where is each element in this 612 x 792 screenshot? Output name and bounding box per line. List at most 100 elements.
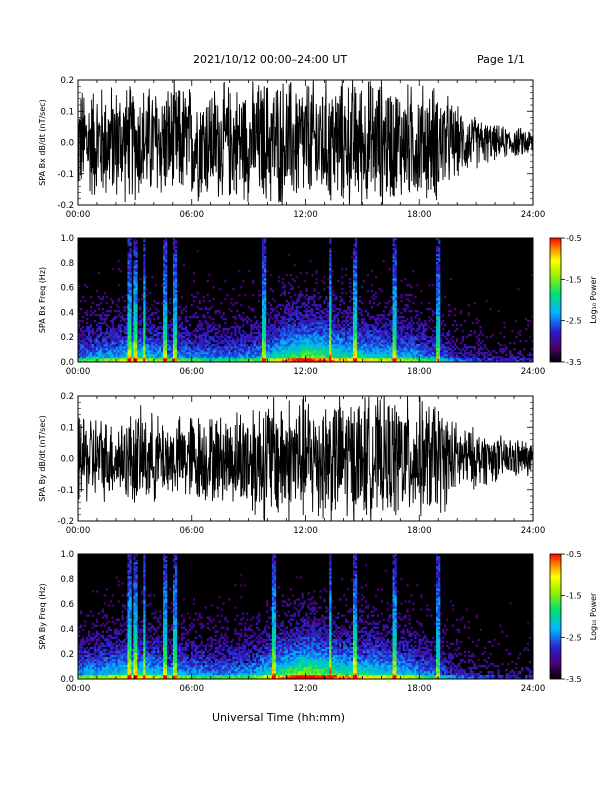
heatmap-cell (347, 306, 350, 309)
heatmap-cell (309, 314, 312, 317)
heatmap-cell (420, 322, 423, 325)
heatmap-cell (271, 330, 275, 333)
heatmap-cell (453, 342, 457, 345)
heatmap-cell (252, 310, 255, 313)
heatmap-cell (143, 354, 146, 357)
heatmap-cell (123, 338, 126, 341)
heatmap-cell (436, 306, 439, 309)
heatmap-cell (143, 258, 146, 261)
heatmap-cell (315, 336, 318, 339)
heatmap-cell (311, 344, 314, 347)
heatmap-cell (349, 308, 352, 311)
heatmap-cell (267, 318, 271, 321)
heatmap-cell (370, 296, 374, 299)
heatmap-cell (323, 350, 326, 353)
heatmap-cell (418, 318, 421, 321)
heatmap-cell (349, 310, 352, 313)
heatmap-cell (95, 324, 99, 327)
heatmap-cell (432, 310, 435, 313)
heatmap-cell (438, 324, 441, 327)
heatmap-cell (329, 294, 332, 297)
heatmap-cell (263, 246, 267, 249)
heatmap-cell (347, 324, 350, 327)
heatmap-cell (87, 338, 91, 341)
heatmap-cell (432, 356, 435, 359)
heatmap-cell (135, 324, 138, 327)
heatmap-cell (202, 344, 205, 347)
heatmap-cell (87, 358, 91, 361)
heatmap-cell (277, 338, 281, 341)
heatmap-cell (145, 338, 148, 341)
heatmap-cell (430, 336, 433, 339)
heatmap-cell (305, 358, 308, 361)
heatmap-cell (376, 346, 379, 349)
heatmap-cell (143, 238, 146, 241)
heatmap-cell (182, 340, 186, 343)
heatmap-cell (354, 288, 358, 291)
heatmap-cell (165, 354, 168, 357)
heatmap-cell (275, 356, 279, 359)
heatmap-cell (254, 342, 257, 345)
heatmap-cell (182, 354, 186, 357)
heatmap-cell (176, 340, 180, 343)
heatmap-cell (277, 344, 281, 347)
heatmap-cell (176, 332, 180, 335)
heatmap-cell (388, 360, 391, 362)
heatmap-cell (184, 344, 188, 347)
heatmap-cell (204, 320, 207, 323)
heatmap-cell (210, 348, 213, 351)
heatmap-cell (345, 322, 348, 325)
heatmap-cell (309, 322, 312, 325)
heatmap-cell (194, 296, 197, 299)
heatmap-cell (206, 280, 209, 283)
heatmap-cell (222, 360, 225, 362)
heatmap-cell (165, 330, 168, 333)
heatmap-cell (220, 350, 223, 353)
heatmap-cell (341, 332, 344, 335)
heatmap-cell (153, 300, 156, 303)
heatmap-cell (354, 356, 358, 359)
heatmap-cell (244, 360, 247, 362)
heatmap-cell (388, 354, 391, 357)
heatmap-cell (89, 352, 93, 355)
heatmap-cell (107, 334, 110, 337)
heatmap-cell (305, 332, 308, 335)
heatmap-cell (228, 348, 231, 351)
heatmap-cell (392, 316, 395, 319)
heatmap-cell (329, 266, 332, 269)
heatmap-cell (341, 288, 344, 291)
heatmap-cell (234, 340, 237, 343)
heatmap-cell (258, 356, 261, 359)
heatmap-cell (226, 360, 229, 362)
heatmap-cell (165, 332, 168, 335)
heatmap-cell (392, 320, 395, 323)
heatmap-cell (329, 272, 332, 275)
heatmap-cell (291, 308, 294, 311)
heatmap-cell (261, 242, 265, 245)
heatmap-cell (396, 308, 399, 311)
heatmap-cell (133, 308, 136, 311)
heatmap-cell (269, 360, 273, 362)
heatmap-cell (317, 340, 320, 343)
heatmap-cell (436, 314, 439, 317)
heatmap-cell (449, 358, 453, 361)
heatmap-cell (299, 352, 302, 355)
heatmap-cell (127, 240, 130, 243)
heatmap-cell (127, 244, 130, 247)
heatmap-cell (309, 332, 312, 335)
heatmap-cell (155, 312, 158, 315)
heatmap-cell (349, 296, 352, 299)
heatmap-cell (307, 342, 310, 345)
heatmap-cell (224, 338, 227, 341)
heatmap-cell (291, 352, 294, 355)
heatmap-cell (434, 326, 437, 329)
heatmap-cell (390, 328, 393, 331)
heatmap-cell (127, 346, 130, 349)
heatmap-cell (172, 340, 176, 343)
heatmap-cell (218, 330, 221, 333)
heatmap-cell (115, 316, 118, 319)
heatmap-cell (81, 346, 85, 349)
heatmap-cell (285, 300, 288, 303)
heatmap-cell (228, 308, 231, 311)
